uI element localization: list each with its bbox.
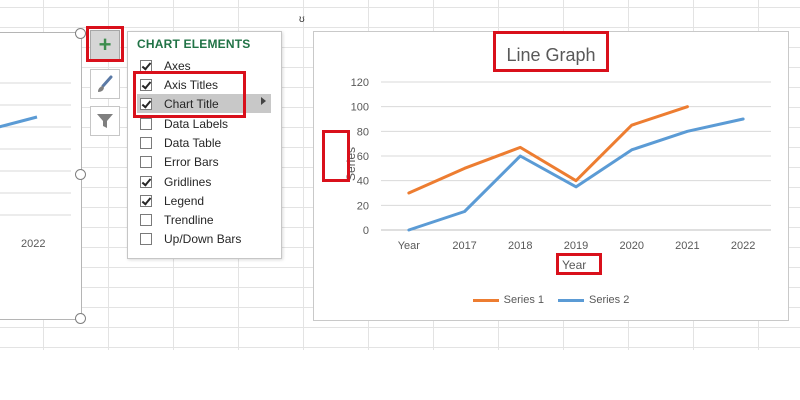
y-tick-label: 40 (357, 176, 369, 188)
chart-element-label: Data Table (164, 135, 222, 150)
flyout-title: CHART ELEMENTS (137, 37, 251, 51)
chart-element-data-table[interactable]: Data Table (137, 133, 271, 152)
axis-titles-checkbox[interactable] (140, 78, 152, 91)
y-tick-label: 100 (351, 102, 369, 114)
x-tick-label: 2018 (508, 240, 532, 252)
line-chart[interactable]: Line Graph 0 20 40 60 80 100 120 Year 2017 2018 20… (313, 31, 789, 321)
chart-element-chart-title[interactable]: Chart Title (137, 94, 271, 113)
legend-swatch-series-2 (558, 298, 584, 302)
chart-element-data-labels[interactable]: Data Labels (137, 114, 271, 133)
chart-element-label: Chart Title (164, 96, 219, 111)
chart-element-label: Error Bars (164, 154, 219, 169)
chart-title-submenu-arrow-icon[interactable] (261, 97, 266, 105)
y-tick-label: 80 (357, 126, 369, 138)
chart-title[interactable]: Line Graph (506, 45, 596, 65)
chart-title-checkbox[interactable] (140, 97, 152, 110)
data-labels-checkbox[interactable] (140, 117, 152, 130)
chart-elements-button[interactable]: + (90, 30, 120, 60)
highlight-box-chart-elements-button (86, 26, 124, 62)
x-tick-label: Year (398, 240, 421, 252)
chart-element-label: Up/Down Bars (164, 231, 242, 246)
chart-filters-button[interactable] (90, 106, 120, 136)
x-tick-label: 2021 (675, 240, 699, 252)
cursor-icon: ʊ (299, 14, 305, 25)
legend-item-series-2[interactable]: Series 2 (558, 294, 629, 306)
plus-icon: + (98, 32, 112, 57)
chart-element-legend[interactable]: Legend (137, 191, 271, 210)
trendline-checkbox[interactable] (140, 213, 152, 226)
y-tick-label: 20 (357, 200, 369, 212)
legend-swatch-series-1 (472, 298, 499, 302)
y-tick-label: 120 (351, 77, 369, 89)
error-bars-checkbox[interactable] (140, 155, 152, 168)
highlight-box-y-axis-title (322, 130, 350, 182)
chart-element-error-bars[interactable]: Error Bars (137, 152, 271, 171)
left-chart-year-label: 2022 (21, 238, 46, 250)
gridlines-checkbox[interactable] (140, 175, 152, 188)
chart-element-label: Data Labels (164, 116, 229, 131)
axes-checkbox[interactable] (140, 59, 152, 72)
highlight-box-x-axis-title (556, 253, 602, 275)
chart-element-label: Axis Titles (164, 77, 219, 92)
legend-label-series-1: Series 1 (503, 294, 544, 306)
x-tick-label: 2022 (731, 240, 755, 252)
resize-handle-right[interactable] (75, 169, 86, 180)
x-tick-label: 2019 (564, 240, 588, 252)
chart-elements-flyout: CHART ELEMENTS Axes Axis Titles Chart Ti… (127, 31, 282, 259)
chart-element-label: Trendline (164, 212, 214, 227)
chart-element-trendline[interactable]: Trendline (137, 210, 271, 229)
chart-element-label: Legend (164, 193, 205, 208)
resize-handle-bottom-right[interactable] (75, 313, 86, 324)
y-tick-label: 60 (357, 151, 369, 163)
legend-label-series-2: Series 2 (589, 294, 630, 306)
x-tick-label: 2017 (452, 240, 476, 252)
blank-area (0, 350, 800, 400)
resize-handle-top-right[interactable] (75, 28, 86, 39)
chart-element-axis-titles[interactable]: Axis Titles (137, 75, 271, 94)
legend-checkbox[interactable] (140, 194, 152, 207)
x-tick-label: 2020 (619, 240, 643, 252)
y-tick-label: 0 (363, 225, 369, 237)
chart-element-label: Axes (164, 58, 191, 73)
highlight-box-chart-title (493, 31, 609, 72)
chart-legend[interactable]: Series 1 Series 2 (314, 294, 788, 306)
chart-element-up-down-bars[interactable]: Up/Down Bars (137, 229, 271, 248)
highlight-box-axis-titles-chart-title (133, 71, 246, 118)
left-chart-line (0, 115, 38, 129)
chart-styles-button[interactable] (90, 69, 120, 99)
series-line-2[interactable] (407, 117, 745, 232)
funnel-icon (97, 114, 113, 128)
series-line-1[interactable] (407, 105, 689, 195)
data-table-checkbox[interactable] (140, 136, 152, 149)
chart-element-gridlines[interactable]: Gridlines (137, 172, 271, 191)
chart-plot-area: 0 20 40 60 80 100 120 Year 2017 2018 2019 2020 2021 2… (351, 77, 771, 252)
legend-item-series-1[interactable]: Series 1 (472, 294, 544, 306)
x-axis-title[interactable]: Year (562, 258, 587, 272)
up-down-bars-checkbox[interactable] (140, 232, 152, 245)
paintbrush-icon (98, 75, 113, 92)
chart-element-label: Gridlines (164, 174, 212, 189)
left-chart-partial[interactable]: 2022 (0, 32, 82, 320)
left-chart-plot (0, 82, 71, 216)
